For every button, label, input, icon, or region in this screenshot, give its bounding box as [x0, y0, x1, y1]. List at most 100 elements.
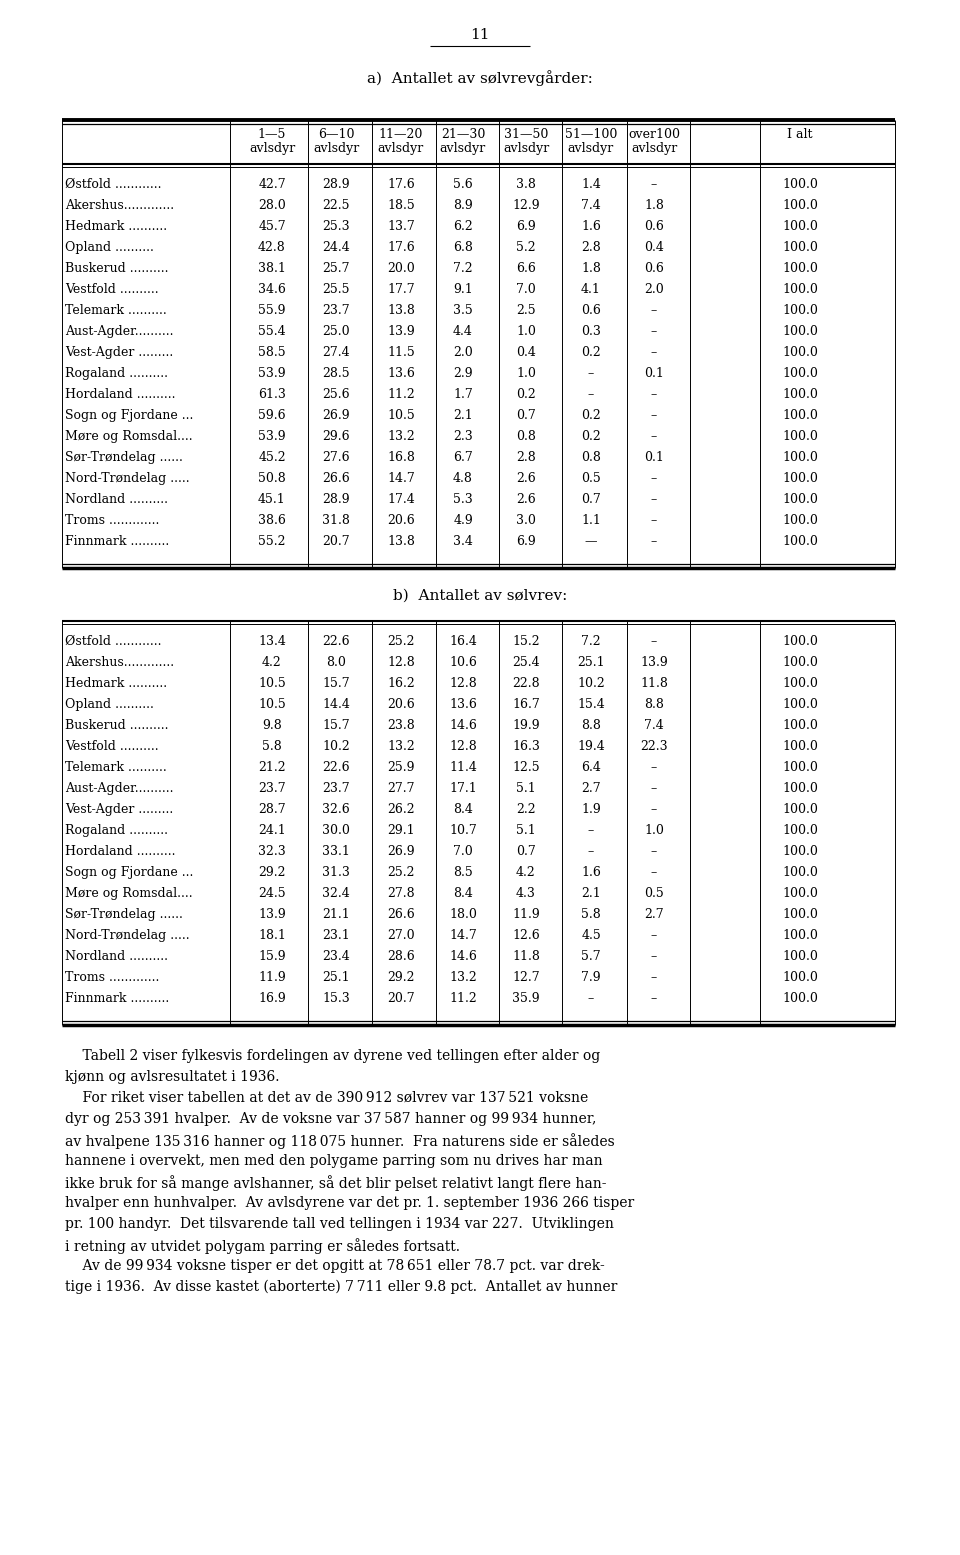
Text: 28.5: 28.5 — [323, 367, 349, 379]
Text: 6.4: 6.4 — [581, 760, 601, 774]
Text: 15.4: 15.4 — [577, 698, 605, 711]
Text: 18.0: 18.0 — [449, 908, 477, 921]
Text: av hvalpene 135 316 hanner og 118 075 hunner.  Fra naturens side er således: av hvalpene 135 316 hanner og 118 075 hu… — [65, 1134, 614, 1149]
Text: 45.2: 45.2 — [258, 451, 286, 463]
Text: 15.7: 15.7 — [323, 718, 349, 732]
Text: 1.1: 1.1 — [581, 515, 601, 527]
Text: Av de 99 934 voksne tisper er det opgitt at 78 651 eller 78.7 pct. var drek-: Av de 99 934 voksne tisper er det opgitt… — [65, 1260, 605, 1274]
Text: 29.6: 29.6 — [323, 431, 349, 443]
Text: 11.9: 11.9 — [258, 970, 286, 984]
Text: Vest-Agder .........: Vest-Agder ......... — [65, 347, 173, 359]
Text: 11.4: 11.4 — [449, 760, 477, 774]
Text: 5.7: 5.7 — [581, 950, 601, 963]
Text: Vestfold ..........: Vestfold .......... — [65, 740, 158, 753]
Text: 2.1: 2.1 — [581, 886, 601, 900]
Text: 0.6: 0.6 — [581, 303, 601, 317]
Text: 5.8: 5.8 — [581, 908, 601, 921]
Text: –: – — [588, 389, 594, 401]
Text: 51—100: 51—100 — [564, 128, 617, 142]
Text: 100.0: 100.0 — [782, 698, 818, 711]
Text: 12.8: 12.8 — [449, 740, 477, 753]
Text: 1.9: 1.9 — [581, 802, 601, 816]
Text: 27.8: 27.8 — [387, 886, 415, 900]
Text: 13.2: 13.2 — [449, 970, 477, 984]
Text: 61.3: 61.3 — [258, 389, 286, 401]
Text: Sogn og Fjordane ...: Sogn og Fjordane ... — [65, 866, 193, 879]
Text: 25.6: 25.6 — [323, 389, 349, 401]
Text: 14.4: 14.4 — [322, 698, 350, 711]
Text: Akershus.............: Akershus............. — [65, 656, 174, 669]
Text: 7.4: 7.4 — [644, 718, 664, 732]
Text: 2.9: 2.9 — [453, 367, 473, 379]
Text: 100.0: 100.0 — [782, 493, 818, 505]
Text: 27.4: 27.4 — [323, 347, 349, 359]
Text: 20.6: 20.6 — [387, 698, 415, 711]
Text: 45.7: 45.7 — [258, 219, 286, 233]
Text: 100.0: 100.0 — [782, 177, 818, 191]
Text: 9.8: 9.8 — [262, 718, 282, 732]
Text: over100: over100 — [628, 128, 680, 142]
Text: I alt: I alt — [787, 128, 813, 142]
Text: 100.0: 100.0 — [782, 283, 818, 295]
Text: 10.5: 10.5 — [387, 409, 415, 421]
Text: Hordaland ..........: Hordaland .......... — [65, 844, 176, 858]
Text: 22.5: 22.5 — [323, 199, 349, 211]
Text: Hordaland ..........: Hordaland .......... — [65, 389, 176, 401]
Text: 2.0: 2.0 — [644, 283, 664, 295]
Text: Sør-Trøndelag ......: Sør-Trøndelag ...... — [65, 908, 182, 921]
Text: 0.4: 0.4 — [644, 241, 664, 253]
Text: 100.0: 100.0 — [782, 303, 818, 317]
Text: 17.6: 17.6 — [387, 241, 415, 253]
Text: 1.0: 1.0 — [516, 325, 536, 337]
Text: For riket viser tabellen at det av de 390 912 sølvrev var 137 521 voksne: For riket viser tabellen at det av de 39… — [65, 1092, 588, 1106]
Text: 8.8: 8.8 — [581, 718, 601, 732]
Text: 0.2: 0.2 — [581, 431, 601, 443]
Text: 17.6: 17.6 — [387, 177, 415, 191]
Text: 0.4: 0.4 — [516, 347, 536, 359]
Text: 100.0: 100.0 — [782, 866, 818, 879]
Text: 8.4: 8.4 — [453, 886, 473, 900]
Text: 5.1: 5.1 — [516, 824, 536, 837]
Text: 100.0: 100.0 — [782, 970, 818, 984]
Text: Nord-Trøndelag .....: Nord-Trøndelag ..... — [65, 928, 190, 942]
Text: 100.0: 100.0 — [782, 347, 818, 359]
Text: 100.0: 100.0 — [782, 740, 818, 753]
Text: 3.8: 3.8 — [516, 177, 536, 191]
Text: 10.5: 10.5 — [258, 676, 286, 690]
Text: –: – — [651, 866, 658, 879]
Text: Sogn og Fjordane ...: Sogn og Fjordane ... — [65, 409, 193, 421]
Text: 3.0: 3.0 — [516, 515, 536, 527]
Text: Østfold ............: Østfold ............ — [65, 177, 161, 191]
Text: 28.6: 28.6 — [387, 950, 415, 963]
Text: 23.7: 23.7 — [323, 303, 349, 317]
Text: 100.0: 100.0 — [782, 718, 818, 732]
Text: Akershus.............: Akershus............. — [65, 199, 174, 211]
Text: 2.8: 2.8 — [581, 241, 601, 253]
Text: Sør-Trøndelag ......: Sør-Trøndelag ...... — [65, 451, 182, 463]
Text: 13.4: 13.4 — [258, 634, 286, 648]
Text: 2.1: 2.1 — [453, 409, 473, 421]
Text: 100.0: 100.0 — [782, 676, 818, 690]
Text: Hedmark ..........: Hedmark .......... — [65, 219, 167, 233]
Text: –: – — [651, 303, 658, 317]
Text: 0.8: 0.8 — [581, 451, 601, 463]
Text: 25.4: 25.4 — [513, 656, 540, 669]
Text: 27.0: 27.0 — [387, 928, 415, 942]
Text: avlsdyr: avlsdyr — [249, 142, 295, 156]
Text: 1.6: 1.6 — [581, 866, 601, 879]
Text: 28.7: 28.7 — [258, 802, 286, 816]
Text: 4.4: 4.4 — [453, 325, 473, 337]
Text: 12.7: 12.7 — [513, 970, 540, 984]
Text: Møre og Romsdal....: Møre og Romsdal.... — [65, 431, 193, 443]
Text: 3.4: 3.4 — [453, 535, 473, 547]
Text: 29.2: 29.2 — [387, 970, 415, 984]
Text: hvalper enn hunhvalper.  Av avlsdyrene var det pr. 1. september 1936 266 tisper: hvalper enn hunhvalper. Av avlsdyrene va… — [65, 1196, 635, 1210]
Text: 2.6: 2.6 — [516, 493, 536, 505]
Text: 1.7: 1.7 — [453, 389, 473, 401]
Text: 0.7: 0.7 — [516, 409, 536, 421]
Text: –: – — [651, 515, 658, 527]
Text: 100.0: 100.0 — [782, 241, 818, 253]
Text: –: – — [651, 347, 658, 359]
Text: 100.0: 100.0 — [782, 634, 818, 648]
Text: 4.2: 4.2 — [262, 656, 282, 669]
